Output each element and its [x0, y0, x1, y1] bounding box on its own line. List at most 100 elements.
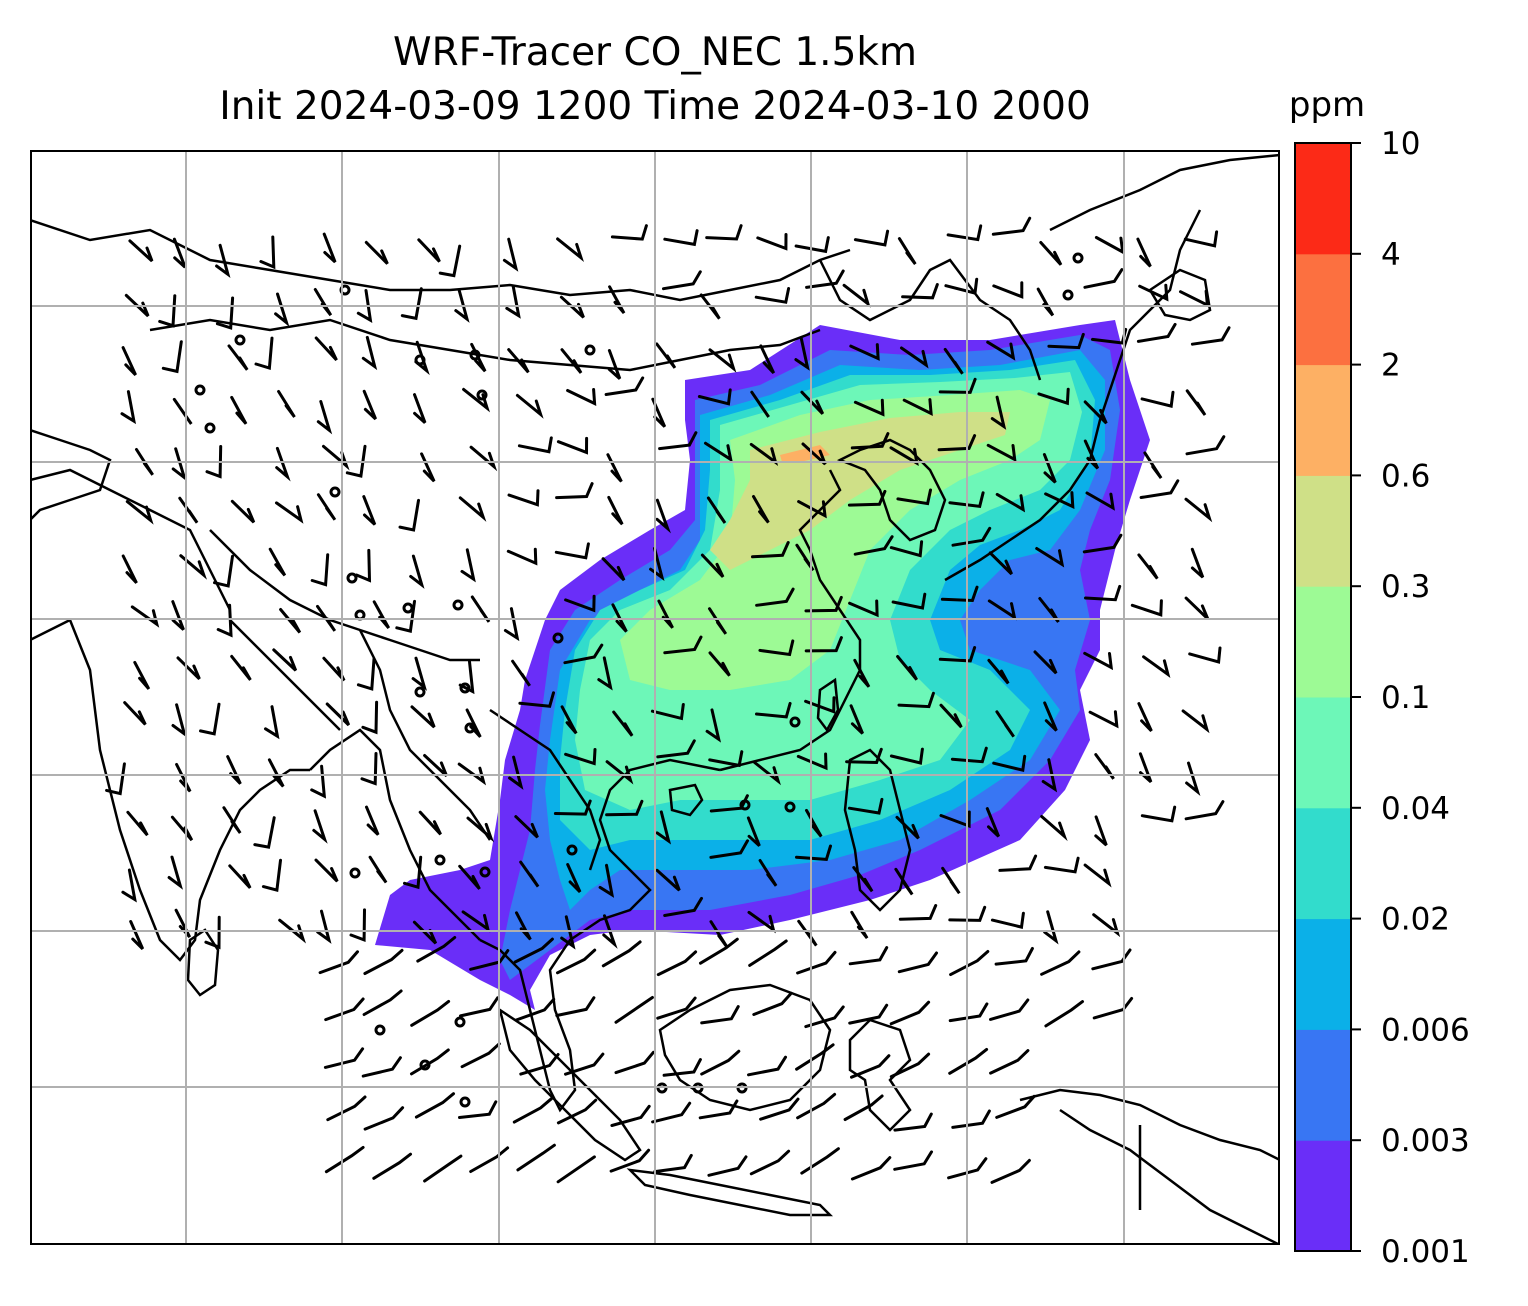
wind-barb	[947, 1157, 988, 1180]
wind-barb	[121, 346, 137, 376]
wind-barb	[355, 548, 372, 583]
wind-barb	[655, 810, 672, 845]
wind-barb	[853, 535, 894, 556]
wind-barb	[120, 390, 136, 425]
calm-wind-marker	[419, 1059, 431, 1071]
wind-barb	[797, 919, 818, 947]
wind-barb	[1179, 289, 1210, 308]
wind-barb	[362, 495, 377, 526]
wind-barb	[458, 660, 475, 695]
wind-barb	[752, 495, 770, 524]
colorbar-ticks: 0.001 0.003 0.006 0.02 0.04 0.1 0.3 0.6 2 4 10	[1351, 126, 1470, 1270]
wind-barb	[121, 554, 138, 584]
wind-barb	[316, 604, 337, 632]
wind-barb	[998, 854, 1038, 872]
wind-barb	[410, 1048, 450, 1076]
calm-wind-marker	[346, 572, 358, 584]
wind-barb	[230, 654, 252, 681]
wind-barb	[458, 496, 487, 522]
calm-wind-marker	[204, 422, 216, 434]
colorbar-swatch	[1295, 807, 1351, 920]
wind-barb	[417, 238, 441, 263]
wind-barb	[663, 896, 703, 917]
wind-barb	[895, 815, 920, 840]
wind-barb	[796, 1092, 837, 1120]
colorbar-swatch	[1295, 1140, 1351, 1252]
wind-barb	[560, 348, 583, 374]
colorbar-swatch	[1295, 364, 1351, 476]
wind-barb	[469, 445, 498, 472]
wind-barb	[1044, 491, 1075, 510]
coastline-hainan	[668, 783, 704, 817]
wind-barb	[1037, 387, 1070, 406]
wind-barb	[461, 910, 491, 933]
wind-barb	[752, 991, 793, 1016]
wind-barb	[889, 1052, 931, 1079]
calm-wind-marker	[1072, 252, 1084, 264]
colorbar-tick-label: 0.02	[1381, 902, 1450, 938]
wind-barb	[705, 708, 722, 743]
wind-barb	[850, 1054, 891, 1079]
wind-barb	[1139, 479, 1180, 499]
coastline-taiwan	[816, 677, 840, 733]
wind-barb	[323, 1047, 365, 1069]
calm-wind-marker	[349, 867, 361, 879]
wind-barb	[556, 948, 597, 975]
wind-barb	[172, 237, 187, 269]
wind-barb	[1039, 241, 1063, 266]
wind-barb	[1092, 913, 1121, 938]
calm-wind-marker	[454, 1016, 466, 1028]
wind-barb	[988, 551, 1013, 576]
wind-barb	[941, 866, 961, 895]
wind-barb	[514, 815, 539, 839]
wind-barb	[992, 754, 1027, 773]
wind-barb	[706, 496, 727, 524]
wind-barb	[602, 914, 618, 949]
wind-barb	[1190, 547, 1205, 579]
wind-barb	[227, 344, 249, 371]
wind-barb	[1185, 761, 1201, 796]
wind-barb	[310, 553, 330, 587]
wind-barb	[598, 863, 615, 898]
wind-barb	[601, 940, 642, 968]
calm-wind-marker	[584, 344, 596, 356]
wind-barb	[368, 855, 388, 884]
wind-barb	[506, 547, 538, 566]
wind-barb	[1040, 950, 1081, 976]
wind-barb	[1184, 800, 1225, 821]
wind-barb	[1184, 596, 1210, 620]
wind-barb	[316, 400, 333, 435]
wind-barb	[805, 269, 845, 289]
wind-barb	[395, 599, 416, 633]
wind-barb	[316, 909, 332, 944]
calm-wind-marker	[789, 716, 801, 728]
wind-barb	[563, 643, 604, 665]
wind-barb	[213, 554, 234, 588]
calm-wind-marker	[739, 799, 751, 811]
colorbar-tick-label: 4	[1381, 237, 1401, 273]
wind-barb	[1043, 856, 1080, 874]
wind-barb	[519, 860, 540, 888]
wind-barb	[418, 810, 442, 836]
calm-wind-marker	[402, 602, 414, 614]
wind-barb	[663, 635, 703, 655]
wind-barb	[897, 237, 917, 265]
wind-barb	[1085, 491, 1115, 511]
calm-wind-marker	[434, 854, 446, 866]
colorbar-swatch	[1295, 586, 1351, 698]
wind-barb	[950, 746, 988, 764]
wind-barb	[458, 1100, 498, 1119]
wind-barb	[324, 997, 365, 1022]
wind-barb	[361, 335, 378, 371]
wind-barb	[896, 488, 932, 506]
wind-barb	[847, 489, 887, 507]
wind-barb	[794, 336, 810, 371]
wind-barb	[554, 542, 590, 560]
wind-barb	[992, 281, 1024, 299]
wind-barb	[128, 239, 154, 263]
wind-barb	[423, 754, 448, 777]
wind-barb	[322, 444, 350, 471]
coastline-new-guinea-south	[1059, 1108, 1280, 1245]
wind-barb	[794, 236, 830, 254]
wind-barb	[656, 739, 696, 759]
